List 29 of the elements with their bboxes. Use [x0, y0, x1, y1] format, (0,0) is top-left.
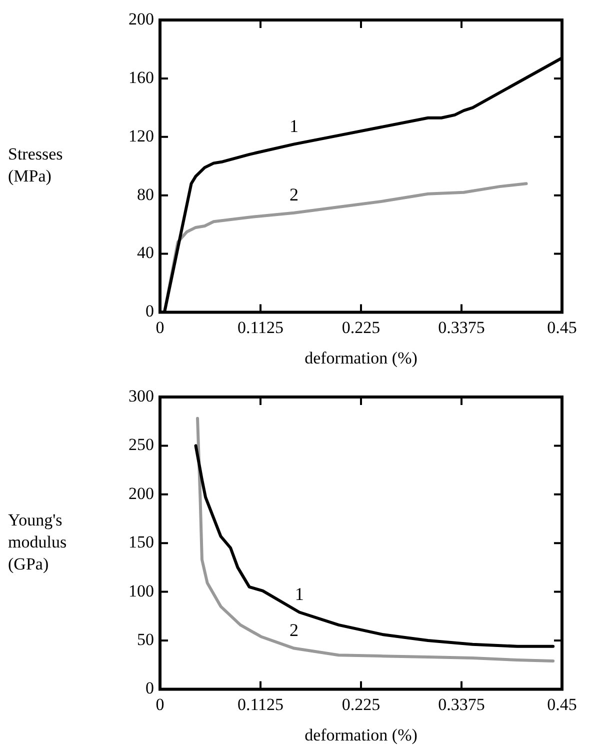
- y-tick-label: 80: [137, 184, 154, 204]
- series-label: 2: [290, 620, 298, 640]
- y-axis-title: Young's modulus (GPa): [8, 510, 67, 574]
- y-tick-label: 0: [146, 678, 154, 698]
- y-tick-label: 160: [128, 68, 154, 87]
- y-tick-label: 120: [128, 126, 154, 146]
- y-tick-label: 200: [128, 484, 154, 503]
- x-tick-label: 0.225: [342, 694, 380, 714]
- x-tick-label: 0.1125: [237, 318, 284, 337]
- series-label: 1: [290, 116, 298, 136]
- y-tick-label: 0: [146, 302, 154, 321]
- x-axis-title: deformation (%): [304, 348, 418, 368]
- y-tick-label: 150: [128, 532, 154, 552]
- x-tick-label: 0.225: [342, 318, 380, 337]
- x-tick-label: 0.3375: [438, 694, 485, 714]
- y-tick-label: 100: [128, 581, 154, 600]
- y-tick-label: 50: [137, 630, 154, 649]
- x-tick-label: 0.1125: [237, 694, 284, 714]
- x-tick-label: 0.45: [547, 318, 577, 337]
- series-label: 2: [290, 184, 298, 205]
- y-tick-label: 250: [128, 435, 154, 454]
- x-axis-title: deformation (%): [304, 725, 418, 744]
- y-tick-label: 300: [128, 386, 154, 406]
- y-axis-title: Stresses (MPa): [8, 144, 63, 186]
- x-tick-label: 0.45: [547, 694, 577, 714]
- x-tick-label: 0.3375: [438, 318, 485, 337]
- series-label: 1: [294, 584, 304, 604]
- y-tick-label: 200: [128, 9, 154, 28]
- y-tick-label: 40: [137, 243, 154, 262]
